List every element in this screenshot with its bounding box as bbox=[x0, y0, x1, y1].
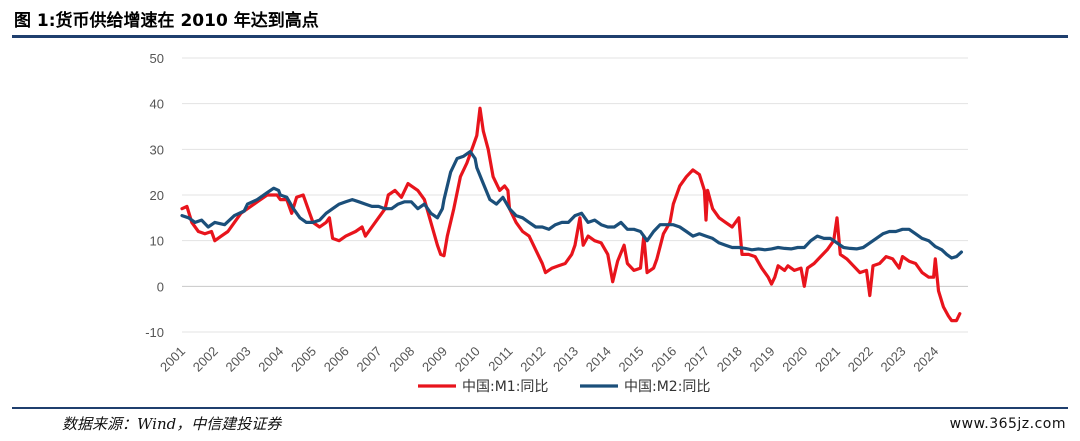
x-tick-label: 2024 bbox=[910, 344, 941, 375]
x-tick-label: 2004 bbox=[255, 344, 286, 375]
y-tick-label: 20 bbox=[150, 188, 164, 203]
series-line-m2 bbox=[180, 150, 963, 260]
y-tick-label: 30 bbox=[150, 142, 164, 157]
x-tick-label: 2017 bbox=[681, 344, 712, 375]
y-tick-label: -10 bbox=[145, 325, 164, 340]
series-lines bbox=[180, 106, 963, 323]
legend-label-m2: 中国:M2:同比 bbox=[624, 379, 710, 395]
bottom-rule bbox=[12, 407, 1068, 409]
figure-title: 图 1:货币供给增速在 2010 年达到高点 bbox=[14, 11, 319, 31]
x-tick-label: 2018 bbox=[714, 344, 745, 375]
x-tick-label: 2007 bbox=[354, 344, 385, 375]
x-tick-label: 2019 bbox=[747, 344, 778, 375]
x-tick-label: 2002 bbox=[190, 344, 221, 375]
y-tick-label: 40 bbox=[150, 97, 164, 112]
x-tick-label: 2023 bbox=[878, 344, 909, 375]
y-tick-label: 10 bbox=[150, 234, 164, 249]
x-tick-label: 2010 bbox=[452, 344, 483, 375]
x-tick-label: 2006 bbox=[321, 344, 352, 375]
y-tick-label: 0 bbox=[157, 279, 164, 294]
source-note: 数据来源：Wind，中信建投证券 bbox=[62, 415, 282, 433]
watermark-url: www.365jz.com bbox=[949, 416, 1066, 432]
x-tick-label: 2016 bbox=[648, 344, 679, 375]
x-tick-label: 2003 bbox=[223, 344, 254, 375]
x-tick-label: 2008 bbox=[386, 344, 417, 375]
x-tick-label: 2011 bbox=[485, 344, 515, 374]
legend-label-m1: 中国:M1:同比 bbox=[462, 379, 548, 395]
x-tick-label: 2015 bbox=[616, 344, 647, 375]
x-tick-label: 2021 bbox=[812, 344, 843, 375]
x-axis-ticks: 2001 2002 2003 2004 2005 2006 2007 2008 2009 2010… bbox=[157, 344, 941, 375]
x-tick-label: 2022 bbox=[845, 344, 876, 375]
y-tick-label: 50 bbox=[150, 51, 164, 66]
x-tick-label: 2001 bbox=[157, 344, 188, 375]
x-tick-label: 2013 bbox=[550, 344, 581, 375]
x-tick-label: 2005 bbox=[288, 344, 319, 375]
x-tick-label: 2014 bbox=[583, 344, 614, 375]
y-axis-ticks: -10 0 10 20 30 40 50 bbox=[145, 51, 164, 340]
x-tick-label: 2009 bbox=[419, 344, 450, 375]
legend: 中国:M1:同比 中国:M2:同比 bbox=[418, 379, 710, 395]
x-tick-label: 2020 bbox=[779, 344, 810, 375]
series-line-m1 bbox=[180, 106, 962, 323]
top-rule bbox=[12, 35, 1068, 38]
x-tick-label: 2012 bbox=[517, 344, 548, 375]
